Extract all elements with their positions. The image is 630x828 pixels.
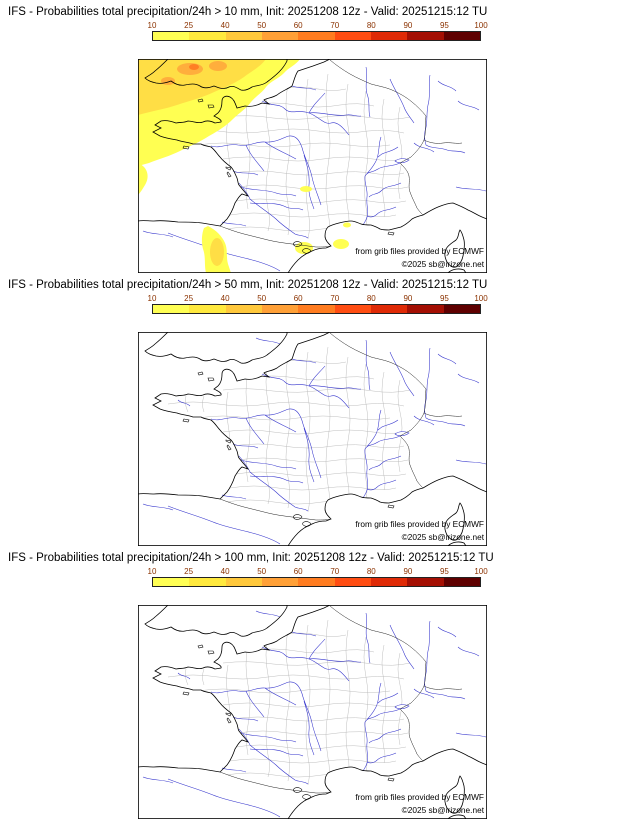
colorbar-segment — [153, 32, 190, 40]
colorbar-segment — [153, 305, 190, 313]
colorbar-tick: 25 — [184, 567, 194, 576]
colorbar-segment — [370, 305, 408, 313]
colorbar-tick: 25 — [184, 294, 194, 303]
panel-title: IFS - Probabilities total precipitation/… — [8, 6, 488, 18]
colorbar-segment — [225, 32, 262, 40]
colorbar: 10 25 40 50 60 70 80 90 95 100 — [148, 294, 488, 314]
colorbar-tick: 100 — [474, 294, 488, 303]
colorbar-segment — [370, 578, 408, 586]
colorbar-segment — [261, 578, 299, 586]
colorbar-segment — [298, 578, 335, 586]
colorbar-tick: 40 — [220, 21, 230, 30]
map-svg: from grib files provided by ECMWF ©2025 … — [138, 59, 487, 273]
colorbar-tick: 80 — [366, 567, 376, 576]
colorbar-scale — [152, 31, 481, 41]
colorbar-tick: 80 — [366, 21, 376, 30]
colorbar-tick: 95 — [439, 567, 449, 576]
colorbar-tick: 95 — [439, 294, 449, 303]
credit-ecmwf: from grib files provided by ECMWF — [355, 792, 484, 802]
colorbar-segment — [298, 32, 335, 40]
colorbar: 10 25 40 50 60 70 80 90 95 100 — [148, 567, 488, 587]
colorbar-segment — [443, 32, 480, 40]
colorbar-segment — [153, 578, 190, 586]
colorbar-scale — [152, 577, 481, 587]
credit-copyright: ©2025 sb@irizone.net — [402, 805, 485, 815]
colorbar-segment — [334, 32, 371, 40]
colorbar-segment — [225, 578, 262, 586]
colorbar-segment — [298, 305, 335, 313]
colorbar-tick: 10 — [147, 294, 157, 303]
colorbar-segment — [370, 32, 408, 40]
colorbar-tick: 90 — [403, 294, 413, 303]
map-50mm: from grib files provided by ECMWF ©2025 … — [138, 332, 487, 546]
colorbar-tick: 10 — [147, 21, 157, 30]
colorbar-tick: 60 — [293, 567, 303, 576]
colorbar-ticks: 10 25 40 50 60 70 80 90 95 100 — [148, 567, 488, 577]
colorbar-tick: 60 — [293, 294, 303, 303]
colorbar: 10 25 40 50 60 70 80 90 95 100 — [148, 21, 488, 41]
colorbar-segment — [407, 32, 444, 40]
colorbar-tick: 70 — [330, 21, 340, 30]
map-svg: from grib files provided by ECMWF ©2025 … — [138, 605, 487, 819]
colorbar-tick: 90 — [403, 21, 413, 30]
colorbar-segment — [261, 32, 299, 40]
colorbar-segment — [189, 578, 226, 586]
credit-copyright: ©2025 sb@irizone.net — [402, 259, 485, 269]
colorbar-segment — [334, 305, 371, 313]
colorbar-segment — [443, 305, 480, 313]
colorbar-tick: 100 — [474, 21, 488, 30]
colorbar-tick: 50 — [257, 567, 267, 576]
panel-10mm: IFS - Probabilities total precipitation/… — [0, 0, 630, 273]
colorbar-tick: 70 — [330, 294, 340, 303]
panel-100mm: IFS - Probabilities total precipitation/… — [0, 546, 630, 819]
colorbar-segment — [189, 32, 226, 40]
colorbar-tick: 40 — [220, 294, 230, 303]
colorbar-segment — [407, 305, 444, 313]
colorbar-segment — [225, 305, 262, 313]
colorbar-tick: 25 — [184, 21, 194, 30]
credit-copyright: ©2025 sb@irizone.net — [402, 532, 485, 542]
colorbar-tick: 10 — [147, 567, 157, 576]
colorbar-tick: 50 — [257, 21, 267, 30]
colorbar-tick: 80 — [366, 294, 376, 303]
colorbar-segment — [189, 305, 226, 313]
colorbar-tick: 60 — [293, 21, 303, 30]
colorbar-tick: 70 — [330, 567, 340, 576]
map-svg: from grib files provided by ECMWF ©2025 … — [138, 332, 487, 546]
colorbar-scale — [152, 304, 481, 314]
colorbar-segment — [261, 305, 299, 313]
credit-ecmwf: from grib files provided by ECMWF — [355, 246, 484, 256]
map-10mm: from grib files provided by ECMWF ©2025 … — [138, 59, 487, 273]
colorbar-segment — [443, 578, 480, 586]
panel-50mm: IFS - Probabilities total precipitation/… — [0, 273, 630, 546]
colorbar-segment — [407, 578, 444, 586]
panel-title: IFS - Probabilities total precipitation/… — [8, 279, 488, 291]
colorbar-ticks: 10 25 40 50 60 70 80 90 95 100 — [148, 21, 488, 31]
panel-title: IFS - Probabilities total precipitation/… — [8, 552, 494, 564]
colorbar-tick: 95 — [439, 21, 449, 30]
colorbar-tick: 40 — [220, 567, 230, 576]
credit-ecmwf: from grib files provided by ECMWF — [355, 519, 484, 529]
colorbar-segment — [334, 578, 371, 586]
map-100mm: from grib files provided by ECMWF ©2025 … — [138, 605, 487, 819]
colorbar-tick: 50 — [257, 294, 267, 303]
colorbar-ticks: 10 25 40 50 60 70 80 90 95 100 — [148, 294, 488, 304]
colorbar-tick: 100 — [474, 567, 488, 576]
colorbar-tick: 90 — [403, 567, 413, 576]
